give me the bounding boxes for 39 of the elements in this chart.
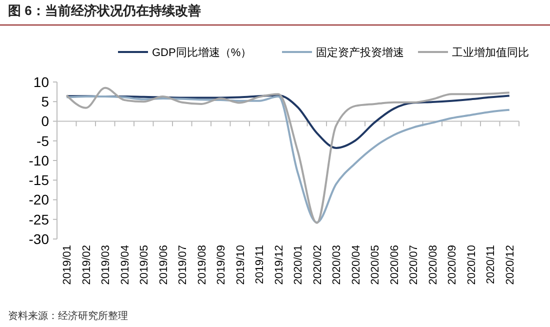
- line-series: [66, 94, 510, 149]
- legend-label: 固定资产投资增速: [316, 46, 404, 59]
- y-tick-label: -15: [28, 172, 50, 188]
- x-tick-label: 2020/09: [446, 245, 459, 285]
- y-tick-label: 5: [41, 94, 50, 110]
- y-tick-label: -5: [36, 132, 50, 149]
- x-tick-label: 2019/12: [273, 245, 286, 285]
- x-tick-label: 2019/09: [216, 245, 228, 285]
- y-tick-label: -30: [28, 230, 50, 247]
- chart-title: 图 6：当前经济状况仍在持续改善: [8, 3, 201, 18]
- x-tick-label: 2020/02: [312, 245, 324, 285]
- x-tick-label: 2020/10: [466, 245, 478, 285]
- y-tick-label: 0: [41, 113, 50, 130]
- x-tick-label: 2019/04: [119, 245, 132, 285]
- x-tick-label: 2019/06: [158, 245, 170, 285]
- legend-label: 工业增加值同比: [452, 46, 529, 59]
- y-tick-label: -10: [28, 152, 50, 168]
- text: 资料来源：经济研究所整理: [8, 310, 128, 322]
- x-tick-label: 2020/06: [388, 245, 401, 285]
- x-tick-label: 2020/04: [350, 245, 362, 285]
- x-tick-label: 2020/05: [370, 245, 382, 285]
- x-tick-label: 2019/11: [254, 245, 266, 284]
- x-tick-label: 2020/12: [504, 245, 516, 285]
- legend-label: GDP同比增速（%）: [152, 46, 252, 59]
- x-tick-label: 2019/03: [100, 245, 112, 285]
- x-tick-label: 2020/11: [485, 245, 498, 284]
- x-tick-label: 2020/08: [427, 245, 440, 285]
- x-tick-label: 2019/05: [138, 245, 151, 285]
- x-tick-label: 2019/08: [196, 245, 208, 285]
- x-tick-label: 2019/07: [177, 245, 190, 285]
- x-tick-label: 2019/01: [62, 245, 74, 285]
- x-tick-label: 2019/02: [80, 245, 93, 285]
- y-tick-label: -20: [28, 192, 50, 208]
- x-tick-label: 2020/03: [331, 245, 344, 285]
- y-tick-label: -25: [28, 211, 50, 228]
- x-tick-label: 2020/01: [292, 245, 305, 285]
- x-tick-label: 2020/07: [408, 245, 420, 285]
- y-tick-label: 10: [33, 74, 50, 90]
- x-tick-label: 2019/10: [234, 245, 247, 285]
